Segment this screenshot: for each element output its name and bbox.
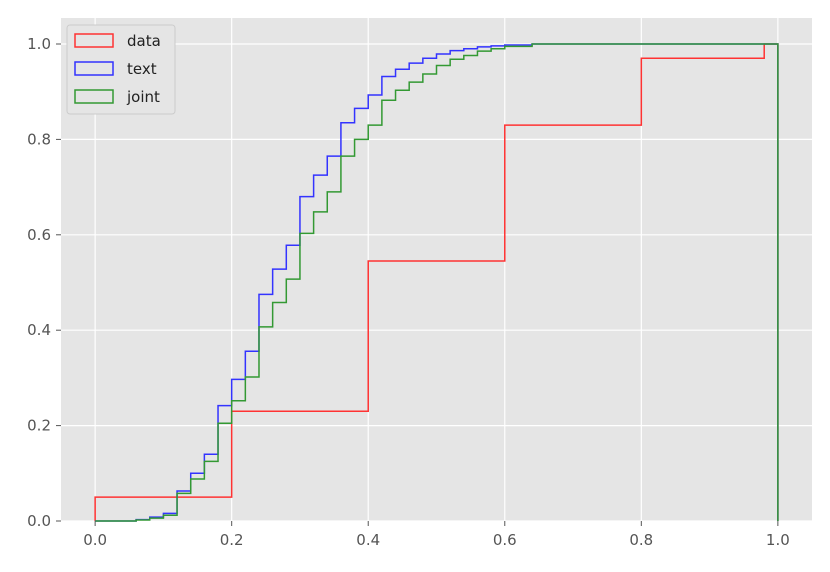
series-line-text bbox=[95, 43, 779, 522]
plot-area-background bbox=[61, 18, 812, 521]
y-tick-label: 1.0 bbox=[27, 35, 51, 53]
series-line-joint bbox=[95, 43, 779, 522]
legend: data text joint bbox=[66, 24, 176, 115]
legend-swatch-data bbox=[74, 33, 114, 48]
y-tick-label: 0.6 bbox=[27, 226, 51, 244]
legend-entry-data: data bbox=[74, 32, 161, 50]
axis-ticks: 0.0 0.2 0.4 0.6 0.8 1.0 0.0 0.2 0.4 0.6 0.8 1.0 bbox=[27, 35, 790, 549]
x-tick-label: 0.2 bbox=[220, 531, 244, 549]
y-tick-label: 0.0 bbox=[27, 512, 51, 530]
legend-label-text: text bbox=[127, 60, 157, 78]
legend-label-data: data bbox=[127, 32, 161, 50]
x-tick-label: 0.6 bbox=[493, 531, 517, 549]
legend-swatch-text bbox=[74, 61, 114, 76]
x-tick-label: 0.8 bbox=[629, 531, 653, 549]
y-tick-label: 0.2 bbox=[27, 417, 51, 435]
series-line-data bbox=[94, 43, 779, 521]
legend-label-joint: joint bbox=[126, 88, 160, 106]
legend-entry-text: text bbox=[74, 60, 157, 78]
y-tick-label: 0.4 bbox=[27, 321, 51, 339]
x-tick-label: 1.0 bbox=[766, 531, 790, 549]
x-tick-label: 0.4 bbox=[356, 531, 380, 549]
y-tick-label: 0.8 bbox=[27, 130, 51, 148]
series-lines bbox=[94, 43, 779, 522]
legend-entry-joint: joint bbox=[74, 88, 160, 106]
legend-swatch-joint bbox=[74, 89, 114, 104]
x-tick-label: 0.0 bbox=[83, 531, 107, 549]
